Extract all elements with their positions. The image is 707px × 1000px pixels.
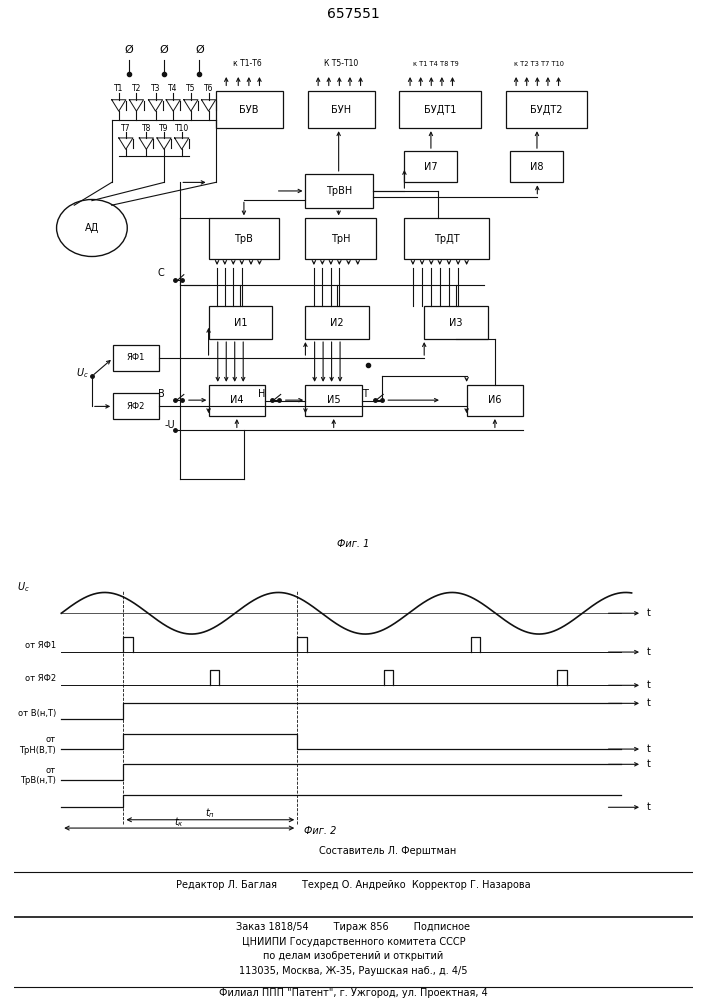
Text: ТрВН: ТрВН <box>326 186 352 196</box>
Text: t: t <box>647 680 651 690</box>
Text: Ø: Ø <box>195 44 204 54</box>
Text: по делам изобретений и открытий: по делам изобретений и открытий <box>264 951 443 961</box>
Text: АД: АД <box>85 223 99 233</box>
Text: И4: И4 <box>230 395 244 405</box>
Bar <box>113 393 159 419</box>
Text: t: t <box>647 802 651 812</box>
Text: от ЯФ2: от ЯФ2 <box>25 674 56 683</box>
Text: И5: И5 <box>327 395 341 405</box>
Text: БУВ: БУВ <box>240 105 259 115</box>
Text: Редактор Л. Баглая        Техред О. Андрейко  Корректор Г. Назарова: Редактор Л. Баглая Техред О. Андрейко Ко… <box>176 880 531 890</box>
Text: $U_c$: $U_c$ <box>76 366 89 380</box>
Bar <box>305 174 373 208</box>
Text: Т2: Т2 <box>132 84 141 93</box>
Bar <box>305 218 376 259</box>
Text: И6: И6 <box>488 395 502 405</box>
Text: Т5: Т5 <box>186 84 196 93</box>
Bar <box>510 151 563 182</box>
Bar <box>209 218 279 259</box>
Text: Т: Т <box>362 389 368 399</box>
Text: к Т1-Т6: к Т1-Т6 <box>233 59 262 68</box>
Bar <box>424 306 488 339</box>
Text: $t_к$: $t_к$ <box>175 815 184 829</box>
Text: ЯФ1: ЯФ1 <box>127 353 145 362</box>
Bar <box>209 306 272 339</box>
Text: Т10: Т10 <box>175 124 189 133</box>
Text: Т6: Т6 <box>204 84 214 93</box>
Text: t: t <box>647 759 651 769</box>
Bar <box>308 91 375 128</box>
Text: БУДТ1: БУДТ1 <box>424 105 456 115</box>
Text: Заказ 1818/54        Тираж 856        Подписное: Заказ 1818/54 Тираж 856 Подписное <box>237 922 470 932</box>
Text: Т3: Т3 <box>151 84 160 93</box>
Text: от
ТрВ(н,Т): от ТрВ(н,Т) <box>21 766 56 785</box>
Text: 657551: 657551 <box>327 7 380 21</box>
Text: Ø: Ø <box>124 44 133 54</box>
Bar <box>209 385 265 416</box>
Text: от
ТрН(В,Т): от ТрН(В,Т) <box>19 735 56 755</box>
Text: ТрДТ: ТрДТ <box>434 234 460 244</box>
Text: В: В <box>158 389 165 399</box>
Bar <box>216 91 283 128</box>
Text: ТрВ: ТрВ <box>235 234 253 244</box>
Bar <box>113 345 159 370</box>
Text: 113035, Москва, Ж-35, Раушская наб., д. 4/5: 113035, Москва, Ж-35, Раушская наб., д. … <box>239 966 468 976</box>
Text: БУН: БУН <box>331 105 351 115</box>
Text: Т7: Т7 <box>121 124 131 133</box>
Text: Т4: Т4 <box>168 84 178 93</box>
Text: К Т5-Т10: К Т5-Т10 <box>324 59 358 68</box>
Text: $t_п$: $t_п$ <box>205 806 216 820</box>
Text: Т9: Т9 <box>159 124 169 133</box>
Text: С: С <box>158 268 165 278</box>
Text: от ЯФ1: от ЯФ1 <box>25 641 56 650</box>
Text: Т1: Т1 <box>114 84 124 93</box>
Text: И8: И8 <box>530 162 544 172</box>
Text: Т8: Т8 <box>141 124 151 133</box>
Text: ЯФ2: ЯФ2 <box>127 402 145 411</box>
Text: И7: И7 <box>424 162 438 172</box>
Text: БУДТ2: БУДТ2 <box>530 105 562 115</box>
Text: от В(н,Т): от В(н,Т) <box>18 709 56 718</box>
Bar <box>506 91 587 128</box>
Text: Ø: Ø <box>160 44 168 54</box>
Text: Н: Н <box>258 389 265 399</box>
Bar <box>404 151 457 182</box>
Bar <box>404 218 489 259</box>
Text: к Т2 Т3 Т7 Т10: к Т2 Т3 Т7 Т10 <box>514 61 563 67</box>
Text: -U: -U <box>165 420 175 430</box>
Text: $U_c$: $U_c$ <box>18 580 30 594</box>
Text: ЦНИИПИ Государственного комитета СССР: ЦНИИПИ Государственного комитета СССР <box>242 937 465 947</box>
Text: t: t <box>647 608 651 618</box>
Text: И3: И3 <box>449 318 463 328</box>
Bar <box>305 306 369 339</box>
Text: к Т1 Т4 Т8 Т9: к Т1 Т4 Т8 Т9 <box>414 61 459 67</box>
Bar <box>467 385 523 416</box>
Text: И1: И1 <box>233 318 247 328</box>
Text: Составитель Л. Ферштман: Составитель Л. Ферштман <box>319 846 456 856</box>
Text: И2: И2 <box>330 318 344 328</box>
Bar <box>305 385 362 416</box>
Text: t: t <box>647 647 651 657</box>
Text: Фиг. 1: Фиг. 1 <box>337 539 370 549</box>
Bar <box>399 91 481 128</box>
Text: t: t <box>647 744 651 754</box>
Text: Филиал ППП "Патент", г. Ужгород, ул. Проектная, 4: Филиал ППП "Патент", г. Ужгород, ул. Про… <box>219 988 488 998</box>
Text: t: t <box>647 698 651 708</box>
Text: ТрН: ТрН <box>331 234 351 244</box>
Text: Фиг. 2: Фиг. 2 <box>304 826 337 836</box>
